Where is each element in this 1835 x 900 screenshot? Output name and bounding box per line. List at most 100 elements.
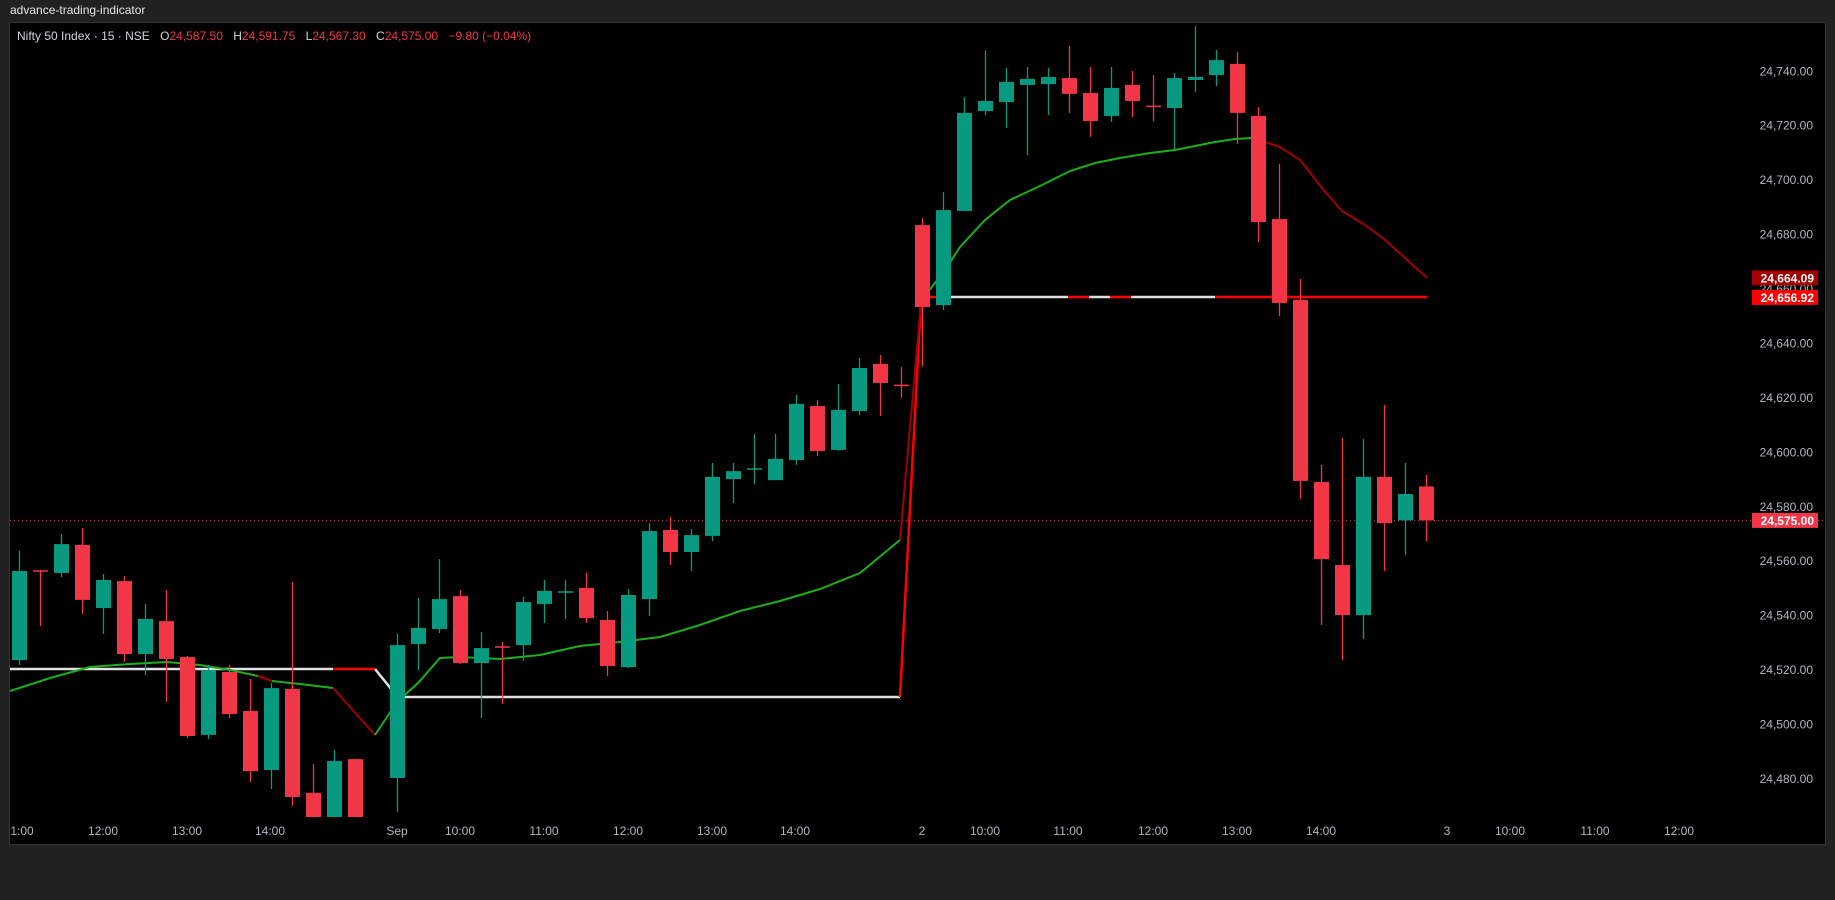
exchange: NSE [125, 29, 150, 43]
candle-body[interactable] [1041, 76, 1056, 85]
candle-body[interactable] [474, 648, 489, 664]
time-axis-label: 14:00 [780, 824, 810, 838]
chart-panel[interactable]: 24,740.00 24,720.00 24,700.00 24,680.00 24,6… [10, 23, 1825, 844]
moving-average-segment [271, 680, 334, 689]
candle-body[interactable] [96, 580, 111, 609]
candle-body[interactable] [75, 544, 90, 600]
time-axis-label: 13:00 [697, 824, 727, 838]
candle-body[interactable] [579, 587, 594, 619]
candle-body[interactable] [1398, 494, 1413, 521]
price-tag-label: 24,664.09 [1761, 271, 1815, 285]
candle-body[interactable] [1020, 78, 1035, 85]
candle-body[interactable] [264, 688, 279, 771]
symbol-legend: Nifty 50 Index · 15 · NSE O24,587.50 H24… [17, 29, 531, 43]
candle-body[interactable] [663, 529, 678, 552]
candle-body[interactable] [1272, 219, 1287, 303]
candle-body[interactable] [1146, 105, 1161, 108]
moving-average-segment [927, 137, 1253, 293]
candle-body[interactable] [1419, 486, 1434, 521]
candle-body[interactable] [432, 599, 447, 630]
time-axis-label: 14:00 [255, 824, 285, 838]
price-axis-label: 24,480.00 [1760, 772, 1814, 786]
price-axis-label: 24,540.00 [1760, 609, 1814, 623]
candle-body[interactable] [201, 670, 216, 735]
candle-body[interactable] [747, 468, 762, 470]
candle-body[interactable] [852, 367, 867, 411]
time-axis-label: 12:00 [1664, 824, 1694, 838]
time-axis-label: 10:00 [445, 824, 475, 838]
candle-body[interactable] [789, 403, 804, 460]
candle-body[interactable] [33, 570, 48, 572]
moving-average-segment [332, 687, 376, 736]
candle-body[interactable] [180, 657, 195, 736]
close-label: C [376, 29, 385, 43]
candle-body[interactable] [978, 100, 993, 112]
candle-body[interactable] [1356, 476, 1371, 616]
candle-body[interactable] [495, 646, 510, 648]
candle-body[interactable] [810, 406, 825, 451]
candle-body[interactable] [936, 210, 951, 306]
time-axis-label: 10:00 [970, 824, 1000, 838]
candle-body[interactable] [831, 409, 846, 450]
interval: 15 [101, 29, 115, 43]
window-title: advance-trading-indicator [10, 3, 146, 17]
candle-body[interactable] [1293, 299, 1308, 481]
low-value: 24,567.30 [312, 29, 366, 43]
candle-body[interactable] [915, 225, 930, 308]
candle-body[interactable] [558, 591, 573, 593]
candle-body[interactable] [159, 621, 174, 659]
symbol-name[interactable]: Nifty 50 Index [17, 29, 91, 43]
candle-body[interactable] [768, 458, 783, 481]
candle-body[interactable] [306, 792, 321, 817]
candle-body[interactable] [1167, 78, 1182, 109]
change-value: −9.80 (−0.04%) [448, 29, 532, 43]
moving-average-segment [10, 660, 259, 692]
candle-body[interactable] [390, 645, 405, 778]
price-axis-label: 24,580.00 [1760, 500, 1814, 514]
price-axis-label: 24,500.00 [1760, 718, 1814, 732]
candle-body[interactable] [243, 710, 258, 772]
candle-body[interactable] [957, 112, 972, 211]
candle-body[interactable] [684, 535, 699, 552]
candle-body[interactable] [453, 596, 468, 664]
candle-body[interactable] [1104, 87, 1119, 116]
time-axis-label: 10:00 [1495, 824, 1525, 838]
candle-body[interactable] [285, 688, 300, 797]
candle-body[interactable] [1062, 78, 1077, 94]
candle-body[interactable] [1251, 115, 1266, 223]
candle-body[interactable] [600, 620, 615, 667]
candle-body[interactable] [894, 384, 909, 387]
trailing-stop-segment [374, 668, 393, 691]
candle-body[interactable] [138, 618, 153, 655]
candle-body[interactable] [516, 602, 531, 646]
candle-body[interactable] [537, 590, 552, 604]
candle-body[interactable] [54, 544, 69, 573]
candle-body[interactable] [1335, 565, 1350, 616]
candle-body[interactable] [1125, 84, 1140, 101]
candle-body[interactable] [705, 476, 720, 536]
candle-body[interactable] [222, 672, 237, 714]
price-axis-label: 24,560.00 [1760, 554, 1814, 568]
candle-body[interactable] [1188, 76, 1203, 80]
candle-body[interactable] [411, 627, 426, 644]
candle-body[interactable] [348, 759, 363, 817]
candle-body[interactable] [642, 531, 657, 600]
candle-body[interactable] [1230, 63, 1245, 113]
candle-body[interactable] [1377, 476, 1392, 524]
candle-body[interactable] [117, 581, 132, 655]
candle-body[interactable] [726, 471, 741, 480]
time-axis-label: 1:00 [10, 824, 34, 838]
candle-body[interactable] [12, 571, 27, 661]
price-chart-canvas[interactable]: 24,740.00 24,720.00 24,700.00 24,680.00 24,6… [10, 23, 1825, 844]
candle-body[interactable] [873, 363, 888, 383]
candle-body[interactable] [1083, 93, 1098, 122]
candle-body[interactable] [621, 594, 636, 668]
price-axis-label: 24,740.00 [1760, 64, 1814, 78]
candle-body[interactable] [999, 81, 1014, 103]
time-axis-label: 12:00 [88, 824, 118, 838]
legend-sep: · [93, 29, 102, 43]
candle-body[interactable] [1314, 482, 1329, 560]
candle-body[interactable] [1209, 60, 1224, 76]
time-axis-label: 3 [1444, 824, 1451, 838]
candle-body[interactable] [327, 761, 342, 817]
